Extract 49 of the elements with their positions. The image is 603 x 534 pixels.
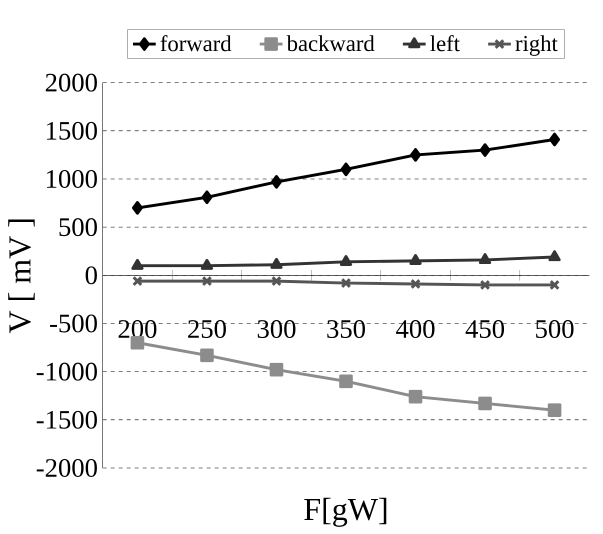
point (132, 276, 143, 286)
point (478, 396, 492, 410)
point (132, 201, 143, 215)
point (202, 276, 212, 286)
x-tick-label: 300 (258, 320, 296, 338)
x-tick-label: 250 (188, 320, 226, 338)
x-axis-title: F[gW] (304, 498, 386, 527)
point (408, 390, 422, 404)
point (548, 403, 562, 417)
point (201, 190, 212, 204)
point (549, 280, 560, 290)
x-tick-label: 200 (118, 320, 156, 338)
point (340, 278, 352, 288)
x-tick-label: 400 (396, 320, 435, 338)
point (340, 162, 352, 176)
point (270, 258, 283, 269)
y-tick-label: 1000 (46, 170, 97, 188)
y-tick-label: 500 (60, 218, 97, 236)
point (271, 175, 282, 189)
y-tick-label: -2000 (36, 458, 97, 477)
legend-label: forward (160, 35, 232, 52)
point (131, 258, 144, 270)
point (200, 348, 214, 362)
y-tick-label: 0 (86, 266, 97, 284)
y-tick-label: 1500 (46, 122, 97, 140)
point (549, 132, 560, 146)
legend-label: backward (286, 35, 374, 52)
point (409, 254, 422, 266)
x-tick-label: 500 (536, 320, 574, 338)
point (271, 276, 282, 286)
x-tick-label: 450 (466, 320, 504, 338)
x-tick-label: 350 (327, 320, 365, 338)
point (340, 255, 352, 266)
point (410, 148, 421, 162)
y-tick-label: -500 (50, 314, 97, 332)
y-axis-title: V [ mV ] (8, 219, 35, 334)
point (200, 258, 214, 270)
point (270, 362, 284, 377)
y-tick-label: 2000 (46, 74, 97, 92)
legend-label: left (430, 35, 460, 52)
point (480, 280, 490, 290)
point (478, 253, 492, 264)
y-tick-label: -1000 (36, 362, 97, 381)
point (339, 374, 353, 388)
point (410, 278, 421, 290)
point (548, 250, 561, 262)
legend-label: right (515, 35, 558, 56)
point (480, 143, 491, 157)
y-tick-label: -1500 (36, 410, 97, 429)
